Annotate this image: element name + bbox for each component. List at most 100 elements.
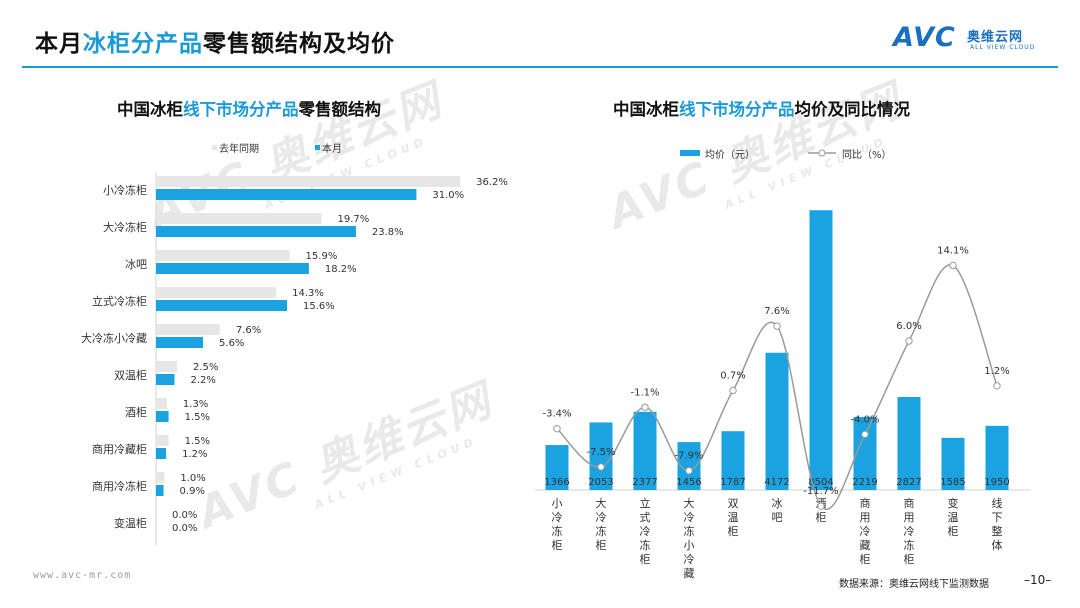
category-label-char: 冰	[772, 497, 783, 510]
bar-last-year	[156, 176, 461, 187]
legend-label-yoy: 同比（%）	[842, 149, 892, 161]
bar-avg-price	[941, 437, 965, 490]
logo-en: ALL VIEW CLOUD	[970, 44, 1036, 51]
category-label: 变温柜	[114, 516, 147, 530]
data-label-last-year: 1.5%	[185, 436, 210, 447]
category-label-char: 柜	[816, 511, 827, 524]
category-label-char: 冻	[904, 538, 915, 552]
category-label-char: 冷	[684, 553, 695, 566]
category-label-char: 柜	[552, 539, 563, 552]
yoy-point	[553, 425, 561, 433]
data-label-this-month: 2.2%	[190, 375, 215, 386]
yoy-point	[817, 502, 825, 510]
bar-last-year	[156, 324, 220, 335]
data-label-this-month: 0.0%	[172, 523, 197, 534]
bar-avg-price	[677, 442, 701, 490]
category-label: 立式冷冻柜	[92, 294, 147, 308]
legend-label-last-year: 去年同期	[219, 142, 259, 155]
category-label-char: 冷	[596, 511, 607, 524]
legend-label-this-month: 本月	[322, 142, 342, 155]
data-label-avg-price: 2219	[852, 477, 877, 488]
category-label-char: 大	[684, 496, 695, 510]
category-label-char: 用	[904, 511, 915, 524]
category-label-char: 用	[860, 511, 871, 524]
category-label-char: 大	[596, 496, 607, 510]
data-label-yoy: -7.5%	[586, 447, 615, 458]
category-label-char: 柜	[596, 539, 607, 552]
category-label: 商用冷藏柜	[92, 442, 147, 456]
bar-this-month	[156, 448, 167, 459]
data-label-this-month: 15.6%	[303, 301, 335, 312]
avc-logo: AVC 奥维云网 ALL VIEW CLOUD	[893, 22, 1053, 62]
bar-avg-price	[765, 352, 789, 490]
data-label-this-month: 23.8%	[372, 227, 404, 238]
logo-mark: AVC	[893, 22, 956, 53]
data-label-this-month: 1.2%	[182, 449, 207, 460]
bar-avg-price	[809, 210, 833, 491]
legend-swatch-this-month	[315, 145, 320, 150]
legend-label-avg-price: 均价（元）	[705, 149, 755, 161]
data-label-yoy: 0.7%	[720, 370, 745, 381]
data-label-last-year: 36.2%	[476, 177, 508, 188]
data-label-last-year: 7.6%	[236, 325, 261, 336]
category-label-char: 变	[948, 496, 959, 510]
data-label-this-month: 0.9%	[180, 486, 205, 497]
data-label-yoy: -11.7%	[803, 486, 838, 497]
yoy-point	[949, 261, 957, 270]
category-label-char: 立	[640, 496, 651, 510]
bar-this-month	[156, 226, 356, 237]
data-label-avg-price: 1787	[720, 477, 745, 488]
website-text: www.avc-mr.com	[33, 570, 132, 581]
data-label-yoy: -3.4%	[542, 409, 571, 420]
category-label-char: 小	[552, 497, 563, 510]
category-label-char: 式	[640, 511, 651, 524]
bar-this-month	[156, 189, 417, 200]
category-label-char: 商	[860, 496, 871, 510]
bar-avg-price	[545, 445, 569, 490]
category-label: 大冷冻柜	[103, 220, 147, 234]
data-label-avg-price: 1366	[544, 477, 569, 488]
yoy-point	[905, 337, 913, 345]
category-label-char: 下	[992, 511, 1003, 524]
data-label-yoy: 7.6%	[764, 306, 789, 317]
bar-avg-price	[897, 396, 921, 490]
data-label-last-year: 1.0%	[180, 473, 205, 484]
bar-this-month	[156, 485, 164, 496]
category-label: 冰吧	[125, 258, 147, 271]
data-label-avg-price: 4172	[764, 477, 789, 488]
bar-last-year	[156, 250, 290, 261]
bar-this-month	[156, 374, 175, 385]
right-chart-title: 中国冰柜线下市场分产品均价及同比情况	[613, 100, 910, 119]
yoy-point	[729, 386, 737, 395]
bar-last-year	[156, 287, 277, 298]
category-label-char: 吧	[772, 511, 783, 524]
category-label: 酒柜	[125, 406, 147, 419]
legend-swatch-last-year	[212, 145, 217, 150]
bar-this-month	[156, 300, 288, 311]
category-label-char: 温	[948, 511, 959, 524]
category-label: 大冷冻小冷藏	[81, 331, 147, 345]
bar-this-month	[156, 263, 309, 274]
data-label-yoy: -1.1%	[630, 387, 659, 398]
bar-last-year	[156, 435, 169, 446]
bar-this-month	[156, 337, 204, 348]
bar-avg-price	[853, 416, 877, 490]
data-label-this-month: 31.0%	[432, 190, 464, 201]
category-label-char: 温	[728, 511, 739, 524]
category-label-char: 冻	[552, 524, 563, 538]
data-label-avg-price: 8504	[808, 477, 833, 488]
header: 本月冰柜分产品零售额结构及均价 AVC 奥维云网 ALL VIEW CLOUD	[0, 0, 1080, 66]
bar-last-year	[156, 361, 177, 372]
category-label-char: 柜	[640, 553, 651, 566]
logo-cn: 奥维云网	[967, 30, 1024, 45]
category-label-char: 冻	[640, 538, 651, 552]
data-label-this-month: 5.6%	[219, 338, 244, 349]
category-label: 小冷冻柜	[103, 183, 147, 197]
data-label-last-year: 2.5%	[193, 362, 218, 373]
yoy-point	[597, 463, 605, 471]
category-label-char: 柜	[904, 553, 915, 566]
category-label-char: 冷	[684, 511, 695, 524]
data-label-this-month: 1.5%	[185, 412, 210, 423]
category-label-char: 小	[684, 539, 695, 552]
